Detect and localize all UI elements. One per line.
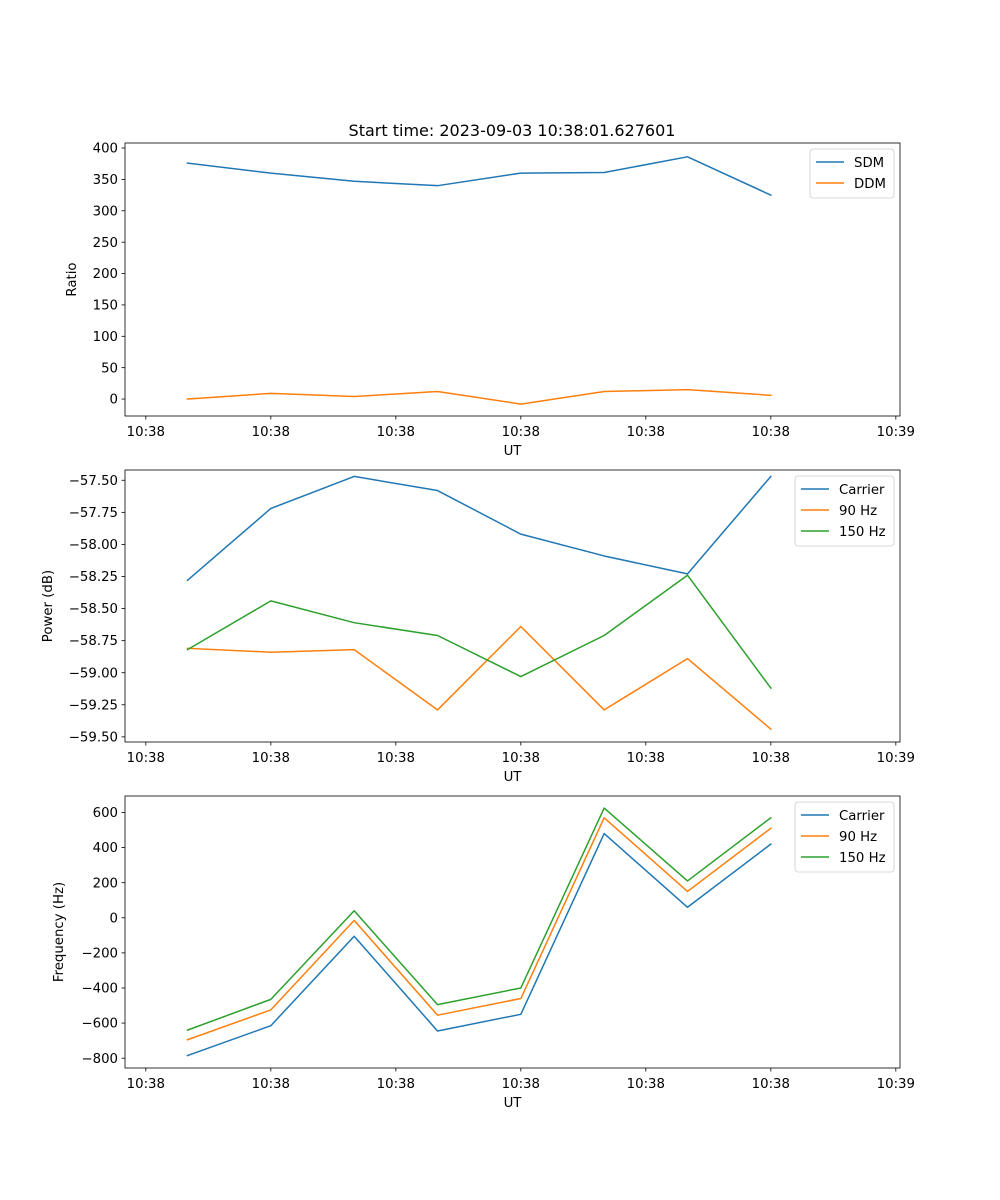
x-tick-label: 10:38 — [502, 425, 540, 440]
y-tick-label: 300 — [93, 204, 118, 219]
plots: 10:38 10:38 10:38 10:38 10:38 10:38 10:39 0 50 10… — [41, 142, 915, 1111]
x-tick-label: 10:38 — [127, 751, 165, 766]
x-tick-label: 10:39 — [877, 425, 915, 440]
subplot-1: 10:38 10:38 10:38 10:38 10:38 10:38 10:39 0 50 10… — [65, 142, 915, 459]
y-axis-label: Power (dB) — [41, 570, 56, 642]
axes-frame — [124, 469, 901, 743]
x-tick-label: 10:39 — [877, 1077, 915, 1092]
figure-title: Start time: 2023-09-03 10:38:01.627601 — [349, 121, 676, 140]
y-tick-label: 600 — [93, 806, 118, 821]
x-tick-label: 10:38 — [377, 1077, 415, 1092]
y-tick-label: 350 — [93, 173, 118, 188]
x-tick-label: 10:38 — [627, 1077, 665, 1092]
y-tick-label: −58.50 — [69, 602, 118, 617]
y-tick-label: 0 — [110, 393, 118, 408]
x-axis-label: UT — [504, 1096, 523, 1111]
x-tick-label: 10:39 — [877, 751, 915, 766]
legend-label: 150 Hz — [839, 851, 886, 866]
series-line-90-hz — [186, 625, 772, 731]
x-tick-label: 10:38 — [252, 751, 290, 766]
x-tick-label: 10:38 — [127, 425, 165, 440]
legend-label: 150 Hz — [839, 525, 886, 540]
x-axis-label: UT — [504, 770, 523, 785]
x-tick-label: 10:38 — [252, 425, 290, 440]
legend-label: SDM — [854, 156, 884, 171]
x-tick-label: 10:38 — [127, 1077, 165, 1092]
x-tick-label: 10:38 — [627, 751, 665, 766]
x-tick-label: 10:38 — [752, 425, 790, 440]
legend-box — [794, 475, 895, 547]
y-tick-label: 400 — [93, 142, 118, 157]
y-tick-label: 250 — [93, 236, 118, 251]
y-tick-label: −200 — [81, 946, 118, 961]
x-axis-label: UT — [504, 444, 523, 459]
x-tick-label: 10:38 — [627, 425, 665, 440]
axes-frame — [124, 142, 901, 417]
legend-label: Carrier — [839, 809, 885, 824]
legend: Carrier 90 Hz 150 Hz — [794, 475, 895, 547]
series-line-carrier — [186, 832, 772, 1057]
series-line-90-hz — [186, 817, 772, 1041]
legend-label: 90 Hz — [839, 504, 877, 519]
y-tick-label: 50 — [101, 361, 118, 376]
subplot-2: 10:38 10:38 10:38 10:38 10:38 10:38 10:39 −59.5… — [41, 469, 915, 785]
x-tick-label: 10:38 — [502, 1077, 540, 1092]
y-tick-label: 150 — [93, 299, 118, 314]
series-line-150-hz — [186, 807, 772, 1032]
legend-box — [794, 801, 895, 873]
y-tick-label: −600 — [81, 1017, 118, 1032]
y-tick-label: 100 — [93, 330, 118, 345]
legend-label: 90 Hz — [839, 830, 877, 845]
series-line-150-hz — [186, 574, 772, 690]
legend: Carrier 90 Hz 150 Hz — [794, 801, 895, 873]
series-line-carrier — [186, 475, 772, 582]
y-axis-label: Ratio — [65, 262, 80, 296]
x-tick-label: 10:38 — [752, 1077, 790, 1092]
series-line-sdm — [186, 156, 772, 197]
y-tick-label: 400 — [93, 841, 118, 856]
axes-frame — [124, 795, 901, 1069]
y-tick-label: −59.50 — [69, 730, 118, 745]
legend: SDM DDM — [809, 148, 895, 199]
y-tick-label: 200 — [93, 876, 118, 891]
y-tick-label: −59.25 — [69, 698, 118, 713]
legend-label: DDM — [854, 177, 886, 192]
y-tick-label: −57.50 — [69, 474, 118, 489]
x-tick-label: 10:38 — [752, 751, 790, 766]
y-tick-label: −57.75 — [69, 506, 118, 521]
x-tick-label: 10:38 — [252, 1077, 290, 1092]
y-tick-label: 0 — [110, 911, 118, 926]
legend-label: Carrier — [839, 483, 885, 498]
y-tick-label: −400 — [81, 982, 118, 997]
y-tick-label: 200 — [93, 267, 118, 282]
y-tick-label: −58.75 — [69, 634, 118, 649]
x-tick-label: 10:38 — [377, 425, 415, 440]
subplot-3: 10:38 10:38 10:38 10:38 10:38 10:38 10:39 −800 −… — [52, 795, 915, 1111]
y-axis-label: Frequency (Hz) — [52, 882, 67, 982]
x-tick-label: 10:38 — [377, 751, 415, 766]
series-line-ddm — [186, 388, 772, 405]
y-tick-label: −800 — [81, 1052, 118, 1067]
y-tick-label: −59.00 — [69, 666, 118, 681]
x-tick-label: 10:38 — [502, 751, 540, 766]
y-tick-label: −58.25 — [69, 570, 118, 585]
y-tick-label: −58.00 — [69, 538, 118, 553]
